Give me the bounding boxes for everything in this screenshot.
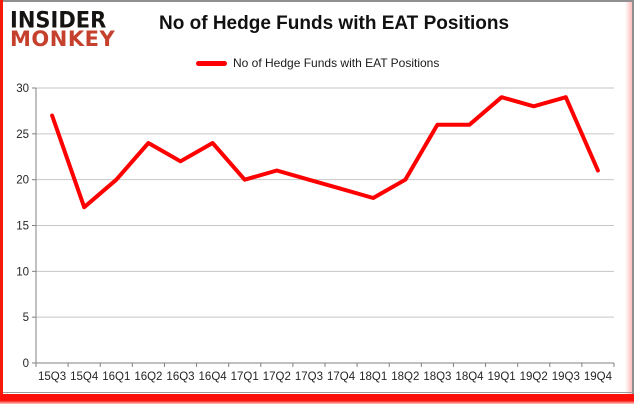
frame-top-border [0, 0, 634, 2]
chart-legend: No of Hedge Funds with EAT Positions [196, 56, 439, 70]
y-axis-label: 20 [16, 175, 29, 187]
frame-bottom-red-border [0, 394, 634, 404]
x-axis-label: 17Q4 [327, 371, 356, 383]
x-axis-label: 18Q3 [423, 371, 451, 383]
x-axis-label: 17Q2 [263, 371, 291, 383]
x-axis-label: 16Q4 [199, 371, 228, 383]
y-axis-label: 15 [16, 221, 29, 233]
x-axis-label: 15Q4 [70, 371, 99, 383]
logo-line-insider: INSIDER [10, 7, 107, 33]
x-axis-label: 15Q3 [38, 371, 66, 383]
legend-label: No of Hedge Funds with EAT Positions [233, 56, 440, 70]
frame-right-border [632, 0, 634, 404]
y-axis-label: 0 [23, 358, 29, 370]
x-axis-label: 17Q1 [231, 371, 259, 383]
x-axis-label: 16Q2 [134, 371, 162, 383]
x-axis-label: 19Q4 [584, 371, 613, 383]
insider-monkey-logo: INSIDER MONKEY [10, 7, 116, 51]
legend-line-swatch [196, 60, 227, 66]
x-axis-label: 16Q3 [166, 371, 194, 383]
x-axis-label: 19Q2 [520, 371, 548, 383]
x-axis-label: 18Q1 [359, 371, 387, 383]
logo-line-monkey: MONKEY [10, 27, 116, 51]
chart-canvas: 0 5 10 15 20 25 30 15Q3 15Q4 16Q1 16Q2 16Q3 16Q4 17Q1… [16, 83, 615, 383]
y-axis-label: 10 [16, 266, 29, 278]
y-axis-label: 5 [23, 312, 29, 324]
frame-right-red-glow [625, 0, 632, 404]
frame-left-red-border [0, 0, 3, 404]
x-axis-label: 18Q4 [455, 371, 484, 383]
y-axis-label: 30 [16, 83, 29, 95]
y-axis-label: 25 [16, 129, 29, 141]
x-axis-label: 16Q1 [102, 371, 130, 383]
x-axis-label: 19Q3 [552, 371, 580, 383]
x-axis-label: 19Q1 [488, 371, 516, 383]
frame-bottom-grey-line [0, 392, 634, 393]
chart-title: No of Hedge Funds with EAT Positions [159, 13, 510, 34]
x-axis-label: 17Q3 [295, 371, 323, 383]
series-line [50, 95, 600, 210]
x-axis-label: 18Q2 [391, 371, 419, 383]
